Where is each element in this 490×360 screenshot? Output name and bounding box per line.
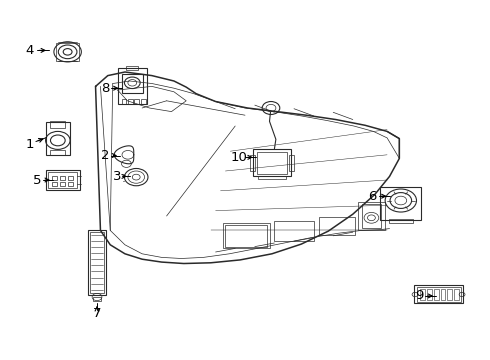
Bar [223,223,270,248]
Bar [46,122,70,155]
Text: 8: 8 [101,82,110,95]
Bar [134,99,139,104]
Bar [48,172,77,188]
Bar [258,176,286,179]
Bar [56,43,79,61]
Text: 7: 7 [93,307,101,320]
Text: 2: 2 [101,149,110,162]
Bar [250,155,255,171]
Bar [122,74,143,93]
Bar [60,176,65,180]
Bar [434,289,439,300]
Bar [141,99,146,104]
Bar [414,285,463,303]
Bar [60,182,65,186]
Bar [68,176,73,180]
Bar [427,289,432,300]
Bar [52,176,57,180]
Bar [52,182,57,186]
Bar [88,230,106,295]
Bar [225,225,267,247]
Bar [447,289,452,300]
Text: 10: 10 [231,151,247,164]
Text: 6: 6 [368,190,377,203]
Text: 4: 4 [25,44,34,57]
Bar [90,232,104,293]
Bar [380,187,421,220]
Bar [68,182,73,186]
Bar [257,152,287,174]
Bar [420,289,425,300]
Text: 3: 3 [113,170,122,183]
Bar [126,66,138,70]
Bar [441,289,445,300]
Bar [122,99,126,104]
Bar [46,170,80,190]
Text: 1: 1 [25,138,34,150]
Bar [318,217,355,235]
Bar [362,204,381,228]
Text: 9: 9 [415,289,423,302]
Bar [93,297,101,301]
Bar [289,155,294,171]
Bar [389,219,413,223]
Bar [118,68,147,104]
Bar [50,121,65,128]
Bar [358,202,385,230]
Bar [128,99,133,104]
Bar [416,287,461,302]
Bar [274,221,314,241]
Text: 5: 5 [32,174,41,186]
Bar [50,150,65,155]
Bar [253,149,291,176]
Bar [454,289,459,300]
